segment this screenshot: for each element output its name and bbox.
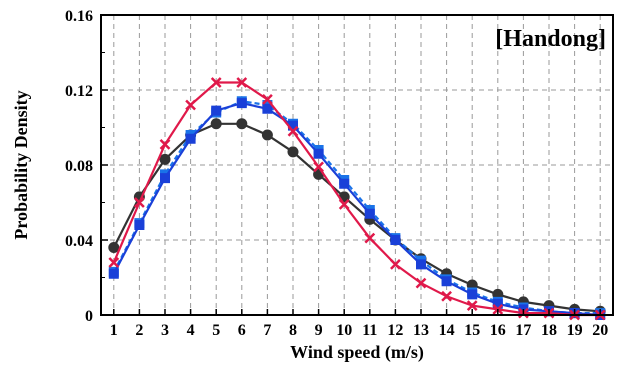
x-tick-label: 19 <box>567 322 583 339</box>
data-point-cross <box>159 138 171 150</box>
x-axis-title: Wind speed (m/s) <box>290 342 424 363</box>
x-tick-label: 3 <box>161 322 169 339</box>
x-tick-label: 1 <box>110 322 118 339</box>
x-tick-label: 18 <box>541 322 557 339</box>
y-tick-label: 0.04 <box>65 233 93 250</box>
data-point-square <box>416 259 426 270</box>
x-tick-label: 11 <box>362 322 377 339</box>
y-axis-title: Probability Density <box>11 90 31 239</box>
data-point-cross <box>415 277 427 289</box>
data-point-cross <box>185 99 196 111</box>
data-point-square <box>211 105 222 116</box>
data-point-cross <box>313 161 324 173</box>
data-point-square <box>364 208 375 219</box>
x-tick-label: 12 <box>387 322 403 339</box>
data-point-cross <box>441 290 452 302</box>
data-point-cross <box>134 197 145 208</box>
data-point-square <box>236 98 247 109</box>
data-point-cross <box>364 232 376 244</box>
data-point-square <box>467 289 478 300</box>
data-point-square <box>492 298 503 309</box>
x-tick-label: 16 <box>490 322 506 339</box>
x-tick-label: 5 <box>212 322 220 339</box>
y-tick-label: 0 <box>85 308 93 325</box>
x-tick-label: 13 <box>413 322 429 339</box>
y-tick-label: 0.16 <box>65 8 93 25</box>
data-point-circle <box>236 118 248 130</box>
panel-label: [Handong] <box>495 26 606 52</box>
data-point-cross <box>466 300 478 312</box>
data-point-square <box>390 235 401 245</box>
data-point-cross <box>210 77 222 88</box>
x-tick-label: 4 <box>187 322 195 339</box>
x-tick-label: 15 <box>464 322 480 339</box>
x-tick-label: 2 <box>135 322 143 339</box>
data-point-circle <box>108 242 120 253</box>
data-point-square <box>339 178 350 189</box>
x-tick-label: 17 <box>515 322 531 339</box>
x-tick-label: 7 <box>263 322 271 339</box>
data-point-cross <box>236 77 248 88</box>
series-layer <box>108 77 606 321</box>
axis-ticks: 1 2 3 4 5 6 7 8 9 10 11 12 13 14 15 16 17 18 19 2000.040.08… <box>65 8 608 339</box>
data-point-cross <box>108 257 120 268</box>
data-point-square <box>160 173 170 184</box>
data-point-cross <box>338 198 350 210</box>
x-tick-label: 20 <box>592 322 608 339</box>
data-point-square <box>262 103 273 114</box>
data-point-square <box>108 268 119 279</box>
x-tick-label: 14 <box>439 322 455 339</box>
data-point-cross <box>262 93 273 105</box>
data-point-cross <box>287 125 299 137</box>
data-point-square <box>313 148 324 159</box>
series-4 <box>108 77 606 321</box>
grid-lines <box>101 15 613 315</box>
y-tick-label: 0.08 <box>65 158 93 175</box>
data-point-square <box>441 276 452 287</box>
data-point-square <box>288 120 298 131</box>
x-tick-label: 8 <box>289 322 297 339</box>
data-point-cross <box>390 258 401 270</box>
data-point-circle <box>287 146 299 158</box>
x-tick-label: 9 <box>315 322 323 339</box>
x-tick-label: 10 <box>336 322 352 339</box>
y-tick-label: 0.12 <box>65 83 93 100</box>
data-point-circle <box>210 118 222 130</box>
data-point-circle <box>261 129 273 141</box>
data-point-square <box>185 133 196 144</box>
data-point-circle <box>159 153 171 165</box>
data-point-square <box>134 220 145 230</box>
x-tick-label: 6 <box>238 322 246 339</box>
